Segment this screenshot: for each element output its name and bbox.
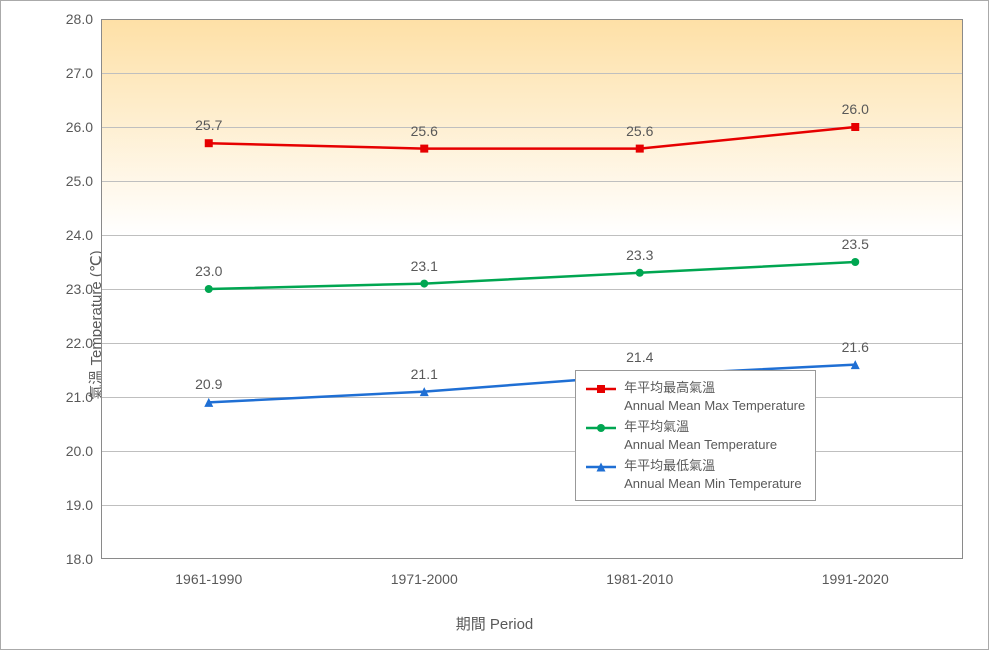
legend-swatch <box>586 460 616 474</box>
legend-swatch <box>586 382 616 396</box>
chart-svg <box>101 19 963 559</box>
y-tick-label: 25.0 <box>66 173 101 189</box>
data-label: 21.6 <box>842 339 869 361</box>
x-tick-label: 1961-1990 <box>175 559 242 587</box>
temperature-chart: 氣溫 Temperature (℃) 期間 Period 25.725.625.… <box>0 0 989 650</box>
y-tick-label: 26.0 <box>66 119 101 135</box>
legend-swatch <box>586 421 616 435</box>
legend-label: 年平均最低氣溫Annual Mean Min Temperature <box>624 457 802 492</box>
data-label: 21.1 <box>411 366 438 388</box>
x-tick-label: 1971-2000 <box>391 559 458 587</box>
data-label: 23.1 <box>411 258 438 280</box>
data-label: 21.4 <box>626 349 653 371</box>
x-axis-title: 期間 Period <box>456 613 534 634</box>
legend-item-max: 年平均最高氣溫Annual Mean Max Temperature <box>586 377 805 416</box>
y-tick-label: 19.0 <box>66 497 101 513</box>
y-tick-label: 28.0 <box>66 11 101 27</box>
legend-label: 年平均氣溫Annual Mean Temperature <box>624 418 777 453</box>
x-tick-label: 1991-2020 <box>822 559 889 587</box>
series-line-mean <box>209 262 856 289</box>
y-tick-label: 24.0 <box>66 227 101 243</box>
plot-area: 25.7 25.6 25.6 26.0 23.0 23.1 23.3 23.5 20.9 21.1… <box>101 19 963 559</box>
y-tick-label: 27.0 <box>66 65 101 81</box>
data-label: 23.5 <box>842 236 869 258</box>
data-label: 23.3 <box>626 247 653 269</box>
x-tick-label: 1981-2010 <box>606 559 673 587</box>
y-tick-label: 20.0 <box>66 443 101 459</box>
y-tick-label: 23.0 <box>66 281 101 297</box>
legend: 年平均最高氣溫Annual Mean Max Temperature 年平均氣溫A… <box>575 370 816 501</box>
data-label: 25.7 <box>195 117 222 139</box>
data-label: 23.0 <box>195 263 222 285</box>
legend-item-min: 年平均最低氣溫Annual Mean Min Temperature <box>586 455 805 494</box>
data-label: 25.6 <box>626 123 653 145</box>
y-tick-label: 21.0 <box>66 389 101 405</box>
data-label: 25.6 <box>411 123 438 145</box>
data-label: 20.9 <box>195 376 222 398</box>
series-line-max <box>209 127 856 149</box>
legend-label: 年平均最高氣溫Annual Mean Max Temperature <box>624 379 805 414</box>
y-tick-label: 18.0 <box>66 551 101 567</box>
legend-item-mean: 年平均氣溫Annual Mean Temperature <box>586 416 805 455</box>
y-tick-label: 22.0 <box>66 335 101 351</box>
data-label: 26.0 <box>842 101 869 123</box>
